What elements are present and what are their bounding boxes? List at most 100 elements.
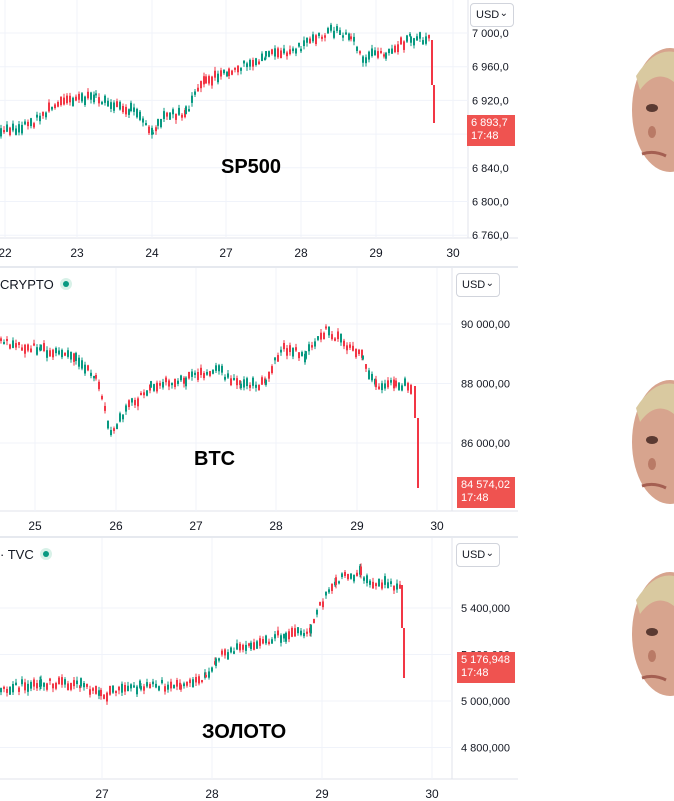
candle xyxy=(186,682,188,686)
candle xyxy=(78,357,80,367)
candle xyxy=(191,371,193,377)
candle xyxy=(27,121,29,127)
candle xyxy=(45,112,47,118)
candle xyxy=(164,686,166,692)
candle xyxy=(305,351,307,359)
candle xyxy=(250,642,252,650)
candle xyxy=(295,347,297,351)
candle xyxy=(161,679,163,684)
candle xyxy=(163,111,165,120)
btc-chart-panel[interactable]: 90 000,00 88 000,00 86 000,00 25 26 27 28 29 30 … xyxy=(0,268,518,536)
candle xyxy=(362,56,364,63)
candle xyxy=(9,686,11,695)
sp500-chart-panel[interactable]: 7 000,06 960,06 920,06 880,06 840,06 800… xyxy=(0,0,518,266)
candle xyxy=(288,631,290,640)
btc-chart[interactable]: 90 000,00 88 000,00 86 000,00 25 26 27 28 29 30 xyxy=(0,268,518,536)
candle xyxy=(309,38,311,44)
candle xyxy=(43,682,45,687)
candle xyxy=(49,350,51,357)
candle xyxy=(12,340,14,348)
last-price-tag: 6 893,7 17:48 xyxy=(467,115,515,146)
candle xyxy=(283,634,285,639)
candle xyxy=(173,684,175,689)
candle xyxy=(286,52,288,57)
candle xyxy=(70,682,72,690)
candle xyxy=(194,91,196,95)
candle xyxy=(261,53,263,62)
candle xyxy=(98,381,100,390)
candle xyxy=(331,334,333,340)
candle xyxy=(92,688,94,691)
candle xyxy=(109,686,111,695)
candle xyxy=(274,357,276,361)
currency-select[interactable]: USD ⌄ xyxy=(470,3,514,27)
candle xyxy=(300,48,302,52)
candle xyxy=(198,676,200,684)
candle xyxy=(264,57,266,61)
x-tick-label: 27 xyxy=(219,246,233,260)
currency-value: USD xyxy=(476,9,500,21)
candle xyxy=(378,386,380,390)
candle xyxy=(84,364,86,374)
candle xyxy=(268,371,270,379)
candle xyxy=(292,48,294,52)
candle xyxy=(291,627,293,637)
candle xyxy=(209,371,211,376)
candle xyxy=(39,115,41,122)
candle xyxy=(206,371,208,375)
candle xyxy=(134,399,136,406)
candle xyxy=(172,109,174,115)
candle xyxy=(337,331,339,340)
candle xyxy=(211,76,213,86)
candle xyxy=(330,24,332,31)
candle xyxy=(165,377,167,383)
candle xyxy=(355,348,357,358)
currency-select[interactable]: USD ⌄ xyxy=(456,273,500,297)
candle xyxy=(81,93,83,102)
candle xyxy=(33,343,35,346)
candle xyxy=(261,377,263,385)
candle xyxy=(372,581,374,589)
candle xyxy=(249,59,251,67)
currency-select[interactable]: USD ⌄ xyxy=(456,543,500,567)
candle xyxy=(205,674,207,678)
candle xyxy=(298,42,300,47)
candle xyxy=(27,683,29,692)
candle xyxy=(283,342,285,350)
candle xyxy=(410,36,412,43)
candle xyxy=(104,95,106,103)
candle xyxy=(185,106,187,115)
sp500-chart[interactable]: 7 000,06 960,06 920,06 880,06 840,06 800… xyxy=(0,0,518,266)
candle xyxy=(231,70,233,75)
candle xyxy=(340,333,342,343)
candle xyxy=(75,96,77,101)
candle xyxy=(243,60,245,64)
candle xyxy=(280,349,282,353)
candle xyxy=(130,684,132,689)
candle xyxy=(168,380,170,387)
candle xyxy=(113,102,115,111)
candle xyxy=(214,70,216,78)
candle xyxy=(375,379,377,388)
candle xyxy=(151,127,153,135)
candle xyxy=(431,40,433,85)
candle xyxy=(128,109,130,115)
candle xyxy=(143,392,145,396)
candle xyxy=(306,37,308,43)
candle xyxy=(125,106,127,115)
candle xyxy=(352,345,354,351)
candle xyxy=(248,643,250,646)
candle xyxy=(43,343,45,351)
candle xyxy=(413,38,415,46)
candle xyxy=(180,684,182,690)
candle xyxy=(185,377,187,387)
candle xyxy=(433,85,435,123)
face-image xyxy=(632,380,674,504)
candle xyxy=(49,678,51,681)
candle xyxy=(375,583,377,587)
candle xyxy=(308,344,310,352)
face-image xyxy=(632,572,674,696)
candle xyxy=(317,336,319,340)
